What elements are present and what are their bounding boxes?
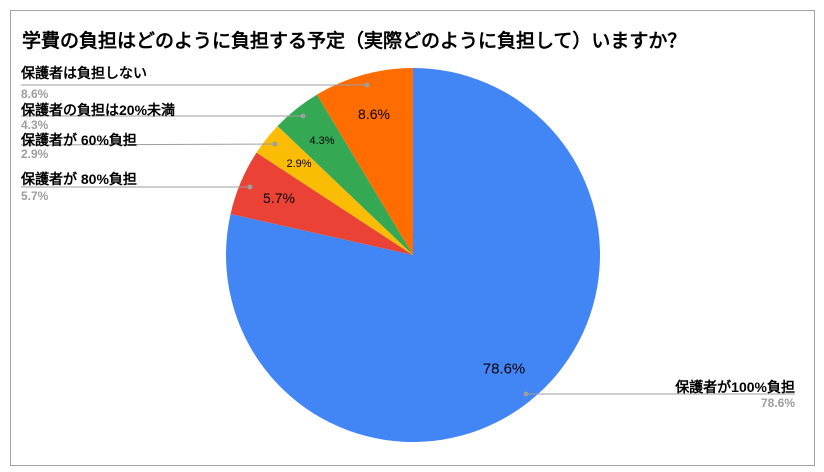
chart-title: 学費の負担はどのように負担する予定（実際どのように負担して）いますか？ [22,31,687,52]
callout-label-80pct: 保護者が 80%負担 [21,171,137,187]
callout-label-60pct: 保護者が 60%負担 [21,132,137,148]
callout-label-no-burden: 保護者は負担しない [21,65,147,81]
callout-pct-60pct: 2.9% [21,147,49,161]
callout-dot-100pct [523,391,529,397]
callout-label-under20: 保護者の負担は20%未満 [21,102,176,118]
callout-pct-no-burden: 8.6% [21,87,49,101]
callout-pct-under20: 4.3% [21,118,49,132]
callout-dot-60pct [272,141,278,147]
callout-lines-group [20,82,795,397]
pie-slice-4[interactable] [316,68,413,255]
pie-slice-3[interactable] [277,94,413,255]
callout-pct-100pct: 78.6% [760,396,795,410]
pie-slice-1[interactable] [230,152,413,255]
pie-slice-2[interactable] [256,126,413,255]
callout-line-60pct [20,143,276,146]
pie-slices-group [226,68,601,442]
callout-dot-under20 [300,113,306,119]
callout-pct-80pct: 5.7% [21,189,49,203]
callout-label-100pct: 保護者が100%負担 [675,379,795,395]
callout-dot-80pct [247,184,253,190]
callout-dot-no-burden [364,82,370,88]
pie-slice-0[interactable] [226,68,601,442]
